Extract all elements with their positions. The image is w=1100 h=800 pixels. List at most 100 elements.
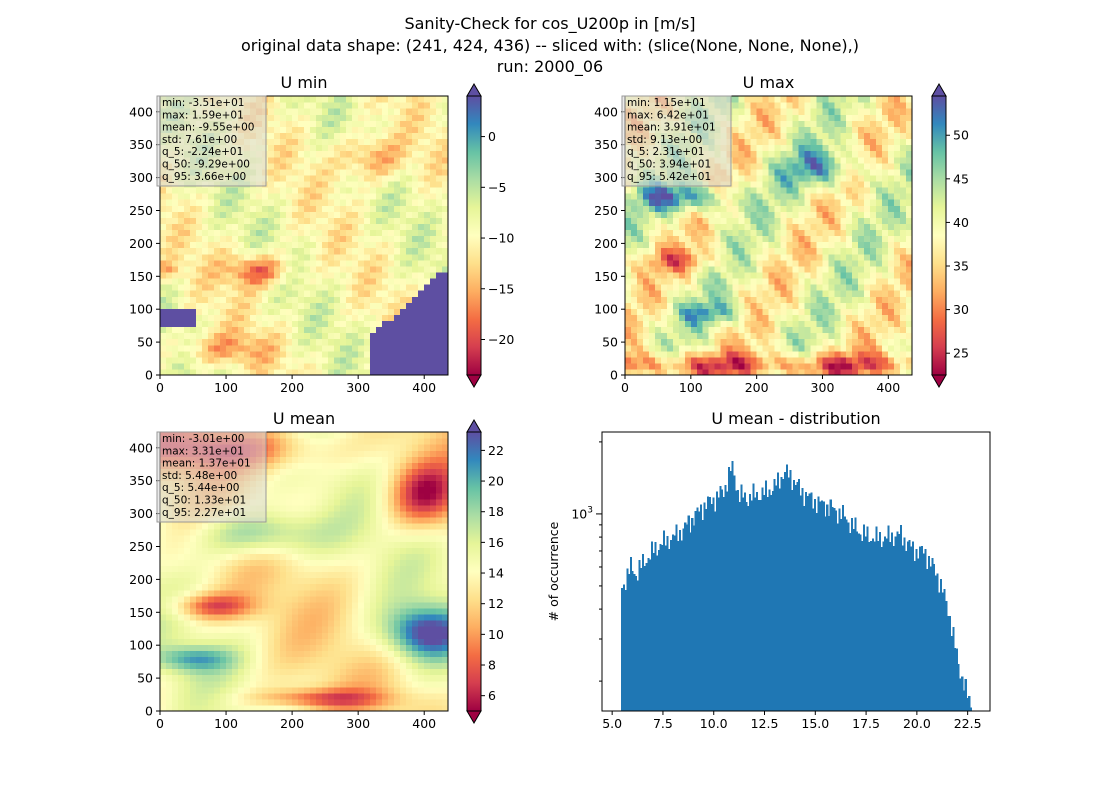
heatmap-cell — [798, 229, 805, 237]
heatmap-cell — [810, 162, 817, 170]
heatmap-cell — [160, 650, 167, 658]
heatmap-cell — [280, 168, 287, 176]
heatmap-cell — [768, 217, 776, 224]
heatmap-cell — [184, 656, 191, 664]
heatmap-cell — [810, 271, 817, 279]
heatmap-cell — [268, 320, 275, 328]
heatmap-cell — [708, 186, 716, 194]
heatmap-cell — [358, 686, 365, 694]
heatmap-cell — [226, 326, 233, 334]
heatmap-cell — [334, 668, 341, 676]
heatmap-cell — [418, 114, 425, 121]
heatmap-cell — [298, 698, 305, 706]
heatmap-cell — [822, 168, 829, 176]
heatmap-cell — [370, 199, 377, 206]
heatmap-cell — [232, 241, 239, 249]
heatmap-cell — [810, 277, 817, 285]
heatmap-cell — [400, 686, 407, 694]
figure-title-line-1: Sanity-Check for cos_U200p in [m/s] — [404, 14, 695, 34]
heatmap-cell — [190, 680, 197, 688]
heatmap-cell — [202, 211, 209, 218]
heatmap-cell — [328, 350, 335, 358]
heatmap-cell — [268, 656, 275, 664]
heatmap-cell — [268, 350, 275, 358]
heatmap-cell — [436, 102, 443, 109]
heatmap-cell — [636, 332, 644, 340]
heatmap-cell — [642, 223, 650, 231]
heatmap-cell — [792, 277, 799, 285]
heatmap-cell — [310, 674, 317, 682]
heatmap-cell — [412, 308, 419, 315]
heatmap-cell — [400, 704, 407, 712]
heatmap-cell — [388, 193, 395, 200]
heatmap-cell — [906, 302, 913, 309]
heatmap-cell — [376, 102, 383, 109]
heatmap-cell — [280, 205, 287, 212]
heatmap-cell — [738, 108, 746, 115]
heatmap-cell — [310, 265, 317, 273]
heatmap-cell — [244, 314, 251, 322]
heatmap-cell — [750, 302, 758, 309]
heatmap-cell — [388, 132, 395, 140]
heatmap-cell — [208, 674, 215, 682]
heatmap-cell — [346, 114, 353, 121]
heatmap-cell — [828, 314, 835, 322]
heatmap-cell — [660, 205, 668, 212]
heatmap-cell — [424, 235, 431, 243]
heatmap-cell — [714, 350, 722, 358]
heatmap-cell — [160, 193, 167, 200]
heatmap-cell — [310, 150, 317, 158]
heatmap-cell — [250, 320, 257, 328]
heatmap-cell — [286, 344, 293, 352]
heatmap-cell — [364, 162, 371, 170]
heatmap-cell — [370, 326, 377, 334]
heatmap-cell — [334, 162, 341, 170]
heatmap-cell — [762, 296, 770, 303]
heatmap-cell — [268, 259, 275, 267]
heatmap-cell — [358, 259, 365, 267]
heatmap-cell — [696, 235, 704, 243]
heatmap-cell — [762, 332, 770, 340]
heatmap-cell — [900, 229, 907, 237]
heatmap-cell — [834, 320, 841, 328]
heatmap-cell — [202, 308, 209, 315]
heatmap-cell — [642, 271, 650, 279]
heatmap-cell — [316, 120, 323, 127]
heatmap-cell — [732, 223, 740, 231]
heatmap-cell — [316, 296, 323, 303]
heatmap-cell — [334, 344, 341, 352]
heatmap-cell — [394, 120, 401, 127]
heatmap-cell — [226, 338, 233, 346]
heatmap-cell — [298, 162, 305, 170]
heatmap-cell — [334, 96, 341, 103]
heatmap-cell — [804, 162, 811, 170]
heatmap-cell — [298, 284, 305, 291]
heatmap-cell — [280, 174, 287, 182]
heatmap-cell — [328, 314, 335, 322]
heatmap-cell — [418, 162, 425, 170]
heatmap-cell — [786, 180, 794, 188]
heatmap-cell — [436, 132, 443, 140]
heatmap-cell — [208, 686, 215, 694]
heatmap-cell — [810, 211, 817, 218]
heatmap-cell — [852, 180, 859, 188]
heatmap-cell — [756, 308, 764, 315]
heatmap-cell — [388, 265, 395, 273]
heatmap-cell — [166, 356, 173, 364]
heatmap-cell — [316, 332, 323, 340]
heatmap-cell — [762, 344, 770, 352]
heatmap-cell — [672, 211, 680, 218]
heatmap-cell — [888, 96, 895, 103]
heatmap-cell — [196, 650, 203, 658]
heatmap-cell — [172, 308, 179, 315]
heatmap-cell — [214, 259, 221, 267]
heatmap-cell — [364, 259, 371, 267]
heatmap-cell — [292, 356, 299, 364]
heatmap-cell — [304, 356, 311, 364]
heatmap-cell — [708, 290, 716, 297]
heatmap-cell — [292, 674, 299, 682]
heatmap-cell — [274, 108, 281, 115]
heatmap-cell — [708, 247, 716, 255]
heatmap-cell — [696, 253, 704, 261]
